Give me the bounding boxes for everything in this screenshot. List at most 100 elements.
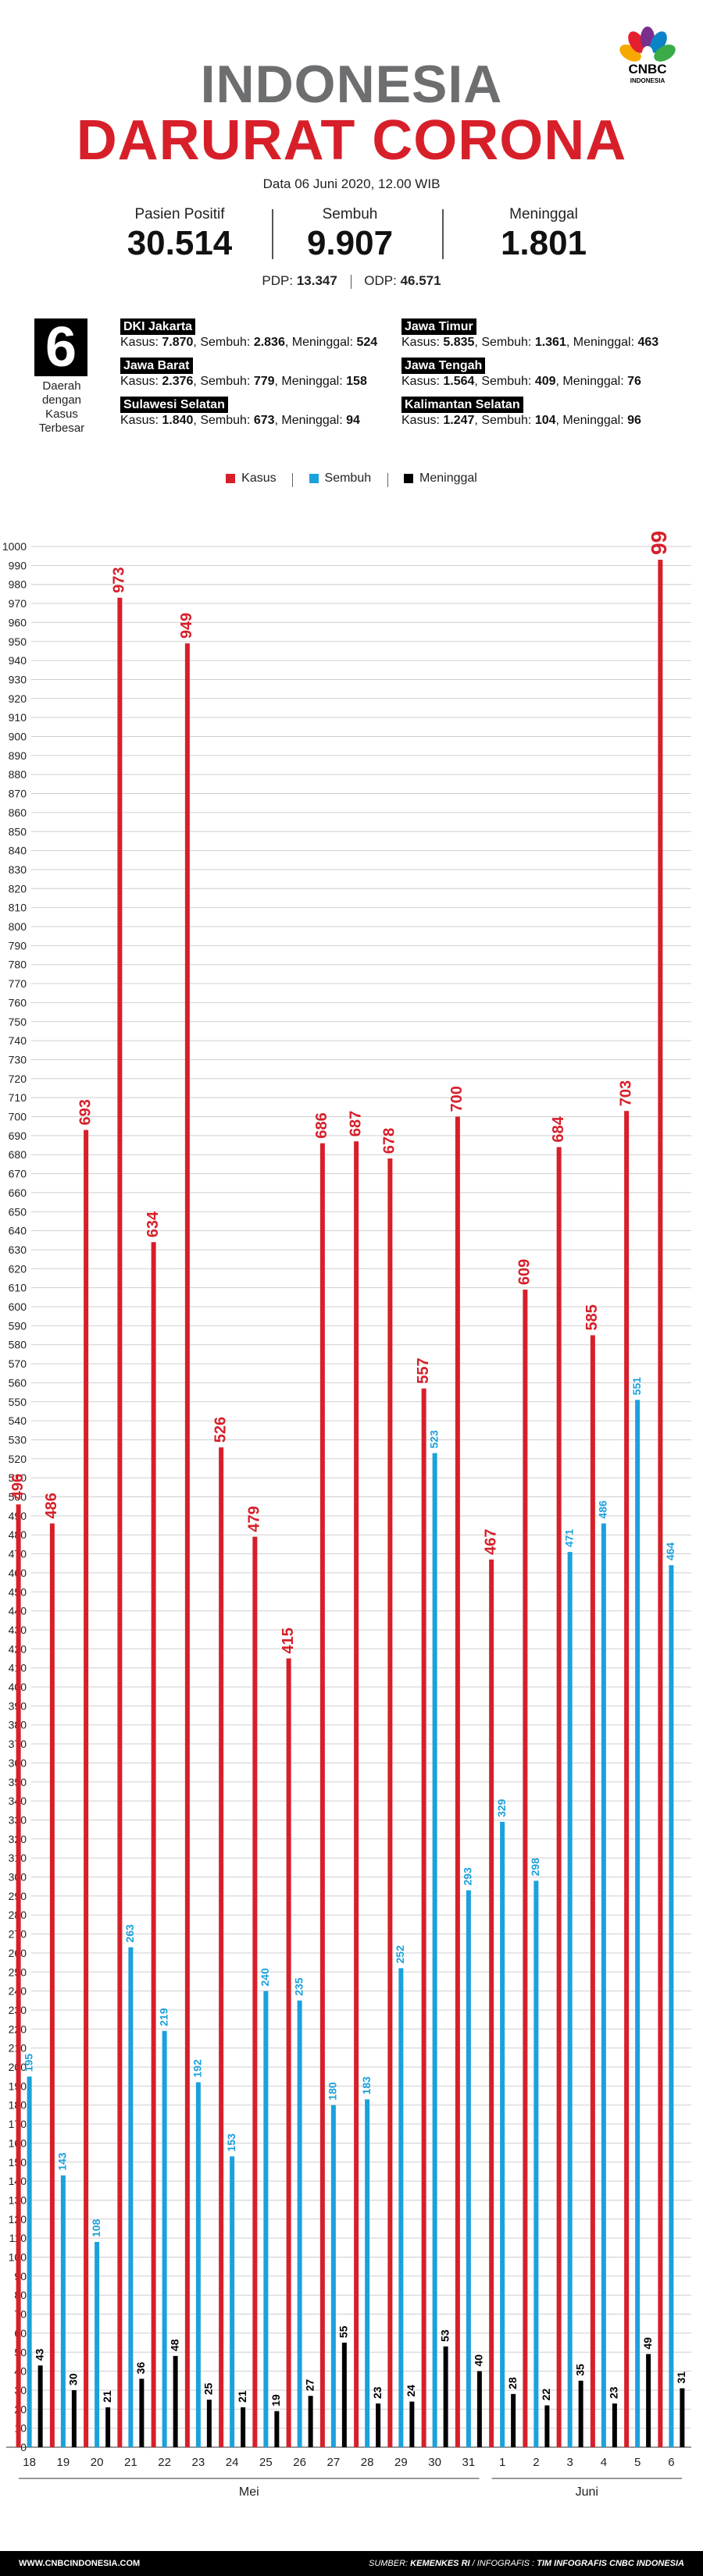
region-meninggal-value: 463 <box>637 336 659 349</box>
y-tick-label: 570 <box>9 1357 27 1370</box>
bar-meninggal <box>71 2389 77 2447</box>
y-tick-label: 510 <box>9 1471 27 1484</box>
y-tick-label: 830 <box>9 863 27 876</box>
region-meninggal-label: Meninggal: <box>281 375 343 388</box>
y-tick-label: 800 <box>9 920 27 933</box>
y-tick-label: 920 <box>9 692 27 705</box>
region-sembuh-label: Sembuh: <box>200 375 251 388</box>
bar-meninggal <box>544 2405 550 2447</box>
region-name: Kalimantan Selatan <box>401 397 523 413</box>
x-tick-label: 6 <box>668 2456 674 2469</box>
y-tick-label: 950 <box>9 635 27 648</box>
pdp-odp-line: PDP: 13.347 ODP: 46.571 <box>0 273 703 289</box>
data-label-kasus: 700 <box>448 1086 466 1112</box>
legend-divider <box>292 472 294 487</box>
data-label-sembuh: 464 <box>664 1542 676 1561</box>
x-tick-label: 20 <box>91 2456 104 2469</box>
region-kasus-label: Kasus: <box>120 375 159 388</box>
data-label-meninggal: 43 <box>33 2349 45 2361</box>
cnbc-logo: CNBC INDONESIA <box>614 25 681 87</box>
y-tick-label: 730 <box>9 1053 27 1066</box>
legend-item-kasus: Kasus <box>226 471 277 486</box>
y-tick-label: 630 <box>9 1244 27 1256</box>
bar-kasus <box>387 1158 393 2447</box>
data-label-kasus: 687 <box>347 1111 364 1137</box>
bar-meninggal <box>612 2403 617 2447</box>
bar-meninggal <box>241 2407 246 2447</box>
x-tick-label: 1 <box>499 2456 505 2469</box>
data-label-sembuh: 143 <box>56 2152 69 2171</box>
y-tick-label: 850 <box>9 825 27 838</box>
stat-label: Pasien Positif <box>134 206 225 222</box>
data-label-kasus: 496 <box>9 1474 27 1500</box>
stat-label: Meninggal <box>509 206 578 222</box>
bar-kasus <box>16 1504 21 2447</box>
region-meninggal-label: Meninggal: <box>562 375 624 388</box>
region-meninggal-label: Meninggal: <box>573 336 635 349</box>
y-tick-label: 620 <box>9 1262 27 1275</box>
region-kasus-value: 1.247 <box>443 414 475 427</box>
y-tick-label: 690 <box>9 1130 27 1142</box>
bar-meninggal <box>476 2371 482 2447</box>
data-label-sembuh: 551 <box>630 1377 643 1396</box>
y-tick-label: 760 <box>9 996 27 1009</box>
peacock-icon: CNBC INDONESIA <box>619 27 676 84</box>
footer-source: SUMBER: KEMENKES RI / INFOGRAFIS : TIM I… <box>369 2559 684 2568</box>
region-sembuh-value: 409 <box>534 375 556 388</box>
y-tick-label: 810 <box>9 902 27 914</box>
x-tick-label: 25 <box>259 2456 273 2469</box>
y-tick-label: 820 <box>9 882 27 895</box>
bar-sembuh <box>601 1523 606 2447</box>
data-label-sembuh: 486 <box>597 1500 609 1519</box>
x-tick-label: 21 <box>124 2456 137 2469</box>
bar-kasus <box>286 1658 291 2447</box>
data-label-kasus: 686 <box>313 1112 330 1138</box>
footer-team-name: TIM INFOGRAFIS CNBC INDONESIA <box>537 2559 684 2568</box>
region-sembuh-label: Sembuh: <box>481 336 532 349</box>
odp-value: 46.571 <box>400 273 441 288</box>
stat-deaths: Meninggal 1.801 <box>450 206 637 264</box>
bar-kasus <box>319 1143 325 2447</box>
bar-sembuh <box>263 1991 269 2447</box>
y-tick-label: 780 <box>9 959 27 971</box>
x-tick-label: 28 <box>361 2456 374 2469</box>
region-name: Jawa Tengah <box>401 358 486 374</box>
page-title-line1: INDONESIA <box>200 55 503 114</box>
bar-meninggal <box>680 2388 685 2447</box>
bar-kasus <box>556 1147 562 2447</box>
data-label-sembuh: 523 <box>427 1430 440 1449</box>
bar-meninggal <box>376 2403 381 2447</box>
data-label-kasus: 467 <box>482 1528 499 1554</box>
y-tick-label: 960 <box>9 616 27 628</box>
data-label-kasus: 479 <box>246 1506 263 1532</box>
data-label-sembuh: 471 <box>562 1529 575 1548</box>
y-tick-label: 600 <box>9 1300 27 1313</box>
data-label-sembuh: 293 <box>462 1867 474 1886</box>
data-label-kasus: 693 <box>77 1099 94 1125</box>
stat-value: 9.907 <box>306 224 394 262</box>
y-tick-label: 680 <box>9 1148 27 1161</box>
y-tick-label: 940 <box>9 654 27 667</box>
x-tick-label: 24 <box>226 2456 239 2469</box>
x-tick-label: 30 <box>428 2456 441 2469</box>
y-tick-label: 860 <box>9 806 27 819</box>
bar-kasus <box>590 1335 595 2447</box>
legend-swatch <box>226 474 236 483</box>
bar-kasus <box>49 1523 55 2447</box>
region-kasus-value: 2.376 <box>162 375 194 388</box>
region-sembuh-value: 673 <box>253 414 275 427</box>
region-stats: Kasus: 5.835, Sembuh: 1.361, Meninggal: … <box>401 336 659 349</box>
bar-sembuh <box>128 1947 134 2447</box>
data-label-meninggal: 21 <box>101 2390 113 2403</box>
bar-sembuh <box>533 1880 539 2447</box>
data-label-kasus: 678 <box>381 1128 398 1154</box>
bar-meninggal <box>511 2393 516 2447</box>
bar-sembuh <box>162 2030 167 2447</box>
data-label-sembuh: 252 <box>394 1945 406 1964</box>
data-label-sembuh: 235 <box>292 1977 305 1996</box>
stat-value: 1.801 <box>500 224 587 262</box>
x-tick-label: 19 <box>57 2456 70 2469</box>
region-entry: Kalimantan Selatan Kasus: 1.247, Sembuh: … <box>401 397 683 429</box>
bar-meninggal <box>578 2380 583 2447</box>
bar-kasus <box>455 1116 460 2447</box>
